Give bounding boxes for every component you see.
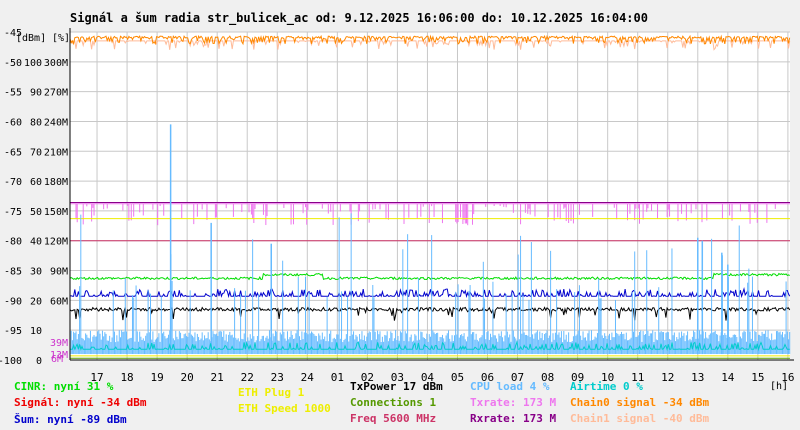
y-tick-label-dbm: -75 (4, 207, 22, 218)
legend-item: Chain1 signal -40 dBm (570, 412, 710, 425)
x-tick-label: 24 (301, 371, 315, 384)
x-tick-label: 19 (150, 371, 163, 384)
x-tick-label: 10 (601, 371, 614, 384)
airtime-line (69, 340, 790, 352)
y-tick-label-dbm: -70 (4, 177, 22, 188)
x-tick-label: 12 (661, 371, 674, 384)
x-tick-label: 14 (721, 371, 735, 384)
x-tick-label: 16 (781, 371, 794, 384)
legend-item: Connections 1 (350, 396, 437, 409)
x-tick-label: 08 (541, 371, 554, 384)
x-tick-label: 09 (571, 371, 584, 384)
legend-item: Airtime 0 % (570, 380, 643, 393)
legend-item: Šum: nyní -89 dBm (14, 413, 127, 426)
x-tick-label: 22 (241, 371, 254, 384)
y-tick-label-bw: 180M (44, 177, 68, 188)
y-tick-label-dbm: -80 (4, 237, 22, 248)
y-tick-label-pct: 100 (24, 58, 42, 69)
x-tick-label: 05 (451, 371, 464, 384)
y-tick-label-dbm: -55 (4, 88, 22, 99)
legend-item: Txrate: 173 M (470, 396, 557, 409)
x-tick-label: 01 (331, 371, 344, 384)
y-tick-label-pct: 20 (30, 296, 42, 307)
y-tick-label-bw-low: 39M (50, 338, 68, 349)
y-tick-label-pct: 30 (30, 267, 42, 278)
plot-background (70, 32, 790, 360)
y-tick-label-pct: 90 (30, 88, 42, 99)
y-axis-unit-pct: [%] (52, 33, 70, 44)
x-tick-label: 15 (751, 371, 764, 384)
y-tick-label-bw: 300M (44, 58, 68, 69)
legend-item: Chain0 signal -34 dBm (570, 396, 710, 409)
y-tick-label-dbm: -45 (4, 28, 22, 39)
y-tick-label-pct: 40 (30, 237, 42, 248)
chain0-signal-line (69, 34, 791, 46)
y-tick-label-bw: 150M (44, 207, 68, 218)
legend-item: Signál: nyní -34 dBm (14, 396, 147, 409)
y-tick-label-dbm: -65 (4, 147, 22, 158)
y-tick-label-pct: 50 (30, 207, 42, 218)
legend-item: ETH Speed 1000 (238, 402, 331, 415)
legend-item: CPU load 4 % (470, 380, 550, 393)
legend-item: CINR: nyní 31 % (14, 380, 114, 393)
y-tick-label-bw: 240M (44, 117, 68, 128)
y-tick-label-bw: 270M (44, 88, 68, 99)
y-axis-unit-dbm: [dBm] (16, 33, 46, 44)
y-tick-label-bw-low: 13M (50, 350, 68, 361)
y-tick-label-pct: 0 (36, 356, 42, 367)
y-tick-label-dbm: -100 (0, 356, 22, 367)
y-tick-label-pct: 60 (30, 177, 42, 188)
x-tick-label: 07 (511, 371, 524, 384)
x-tick-label: 13 (691, 371, 704, 384)
y-tick-label-dbm: -85 (4, 267, 22, 278)
y-tick-label-bw: 210M (44, 147, 68, 158)
legend-item: Rxrate: 173 M (470, 412, 557, 425)
x-tick-label: 03 (391, 371, 404, 384)
y-tick-label-pct: 70 (30, 147, 42, 158)
y-tick-label-bw: 90M (50, 267, 68, 278)
legend-item: ETH Plug 1 (238, 386, 305, 399)
y-tick-label-pct: 80 (30, 117, 42, 128)
x-tick-label: 18 (120, 371, 133, 384)
y-tick-label-bw-low: 6M (51, 354, 63, 365)
x-tick-label: 17 (90, 371, 103, 384)
x-tick-label: 20 (181, 371, 194, 384)
y-tick-label-pct: 10 (30, 326, 42, 337)
y-tick-label-dbm: -60 (4, 117, 22, 128)
y-tick-label-dbm: -50 (4, 58, 22, 69)
x-tick-label: 02 (361, 371, 374, 384)
x-axis-unit: [h] (770, 381, 788, 392)
cinr-line (69, 272, 790, 281)
chart-title: Signál a šum radia str_bulicek_ac od: 9.… (70, 11, 648, 26)
y-tick-label-dbm: -90 (4, 296, 22, 307)
x-tick-label: 06 (481, 371, 494, 384)
y-tick-label-bw: 120M (44, 237, 68, 248)
x-tick-label: 21 (211, 371, 224, 384)
x-tick-label: 23 (271, 371, 284, 384)
y-tick-label-dbm: -95 (4, 326, 22, 337)
y-tick-label-bw: 60M (50, 296, 68, 307)
x-tick-label: 11 (631, 371, 644, 384)
x-tick-label: 04 (421, 371, 435, 384)
legend-item: TxPower 17 dBm (350, 380, 443, 393)
legend-item: Freq 5600 MHz (350, 412, 437, 425)
